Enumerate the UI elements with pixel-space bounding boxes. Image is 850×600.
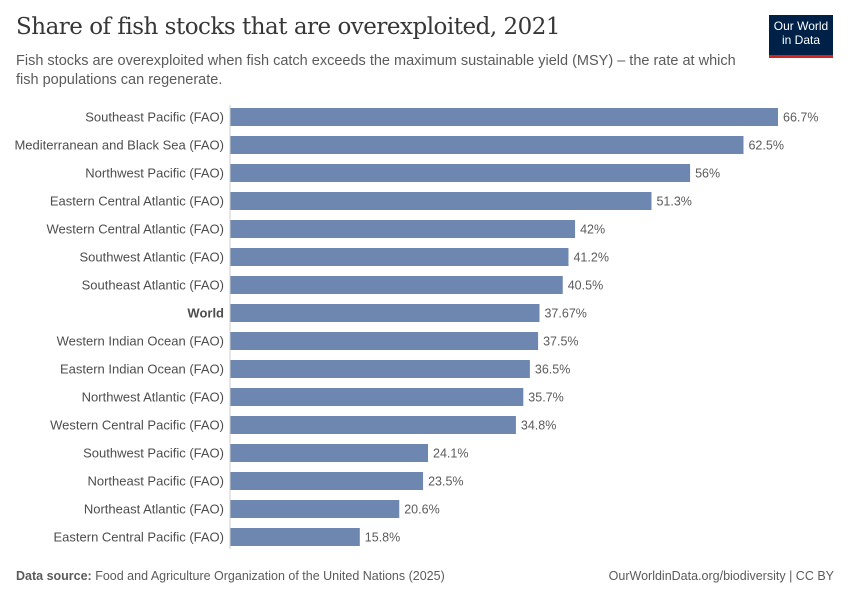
value-label: 34.8% <box>521 419 556 433</box>
category-label: Southeast Pacific (FAO) <box>85 110 224 125</box>
bar <box>230 136 744 154</box>
bar <box>230 416 516 434</box>
value-label: 24.1% <box>433 447 468 461</box>
category-label: Northeast Pacific (FAO) <box>87 474 224 489</box>
bar <box>230 388 524 406</box>
value-label: 20.6% <box>404 503 439 517</box>
bar <box>230 472 424 490</box>
bar <box>230 192 652 210</box>
bar <box>230 360 530 378</box>
bar <box>230 500 400 518</box>
category-label: Northwest Pacific (FAO) <box>85 166 224 181</box>
bar <box>230 248 569 266</box>
value-label: 56% <box>695 167 720 181</box>
category-label: Northeast Atlantic (FAO) <box>84 502 224 517</box>
value-label: 35.7% <box>528 391 563 405</box>
value-label: 66.7% <box>783 111 818 125</box>
value-label: 42% <box>580 223 605 237</box>
bar <box>230 528 360 546</box>
value-label: 37.5% <box>543 335 578 349</box>
owid-logo[interactable]: Our World in Data <box>769 15 833 58</box>
value-label: 41.2% <box>573 251 608 265</box>
category-label: Southwest Atlantic (FAO) <box>79 250 224 265</box>
logo-line-1: Our World <box>773 19 829 33</box>
data-source: Data source: Food and Agriculture Organi… <box>16 569 445 583</box>
category-label: Northwest Atlantic (FAO) <box>82 390 224 405</box>
category-label: Eastern Indian Ocean (FAO) <box>60 362 224 377</box>
category-label: Southwest Pacific (FAO) <box>83 446 224 461</box>
bar <box>230 108 778 126</box>
value-label: 37.67% <box>544 307 586 321</box>
source-text[interactable]: Food and Agriculture Organization of the… <box>95 569 445 583</box>
bar <box>230 304 540 322</box>
category-label: Eastern Central Pacific (FAO) <box>54 530 225 545</box>
category-label: Western Central Pacific (FAO) <box>50 418 224 433</box>
value-label: 62.5% <box>748 139 783 153</box>
credit-link[interactable]: OurWorldinData.org/biodiversity | CC BY <box>608 569 834 583</box>
value-label: 15.8% <box>365 531 400 545</box>
value-label: 40.5% <box>568 279 603 293</box>
bar <box>230 444 429 462</box>
chart-subtitle: Fish stocks are overexploited when fish … <box>16 53 736 88</box>
logo-line-2: in Data <box>781 33 821 47</box>
bar <box>230 164 691 182</box>
bar <box>230 332 539 350</box>
category-label: Mediterranean and Black Sea (FAO) <box>14 138 224 153</box>
chart-title: Share of fish stocks that are overexploi… <box>16 14 561 40</box>
category-label: Southeast Atlantic (FAO) <box>82 278 224 293</box>
category-label: Eastern Central Atlantic (FAO) <box>50 194 224 209</box>
bar <box>230 220 576 238</box>
source-label: Data source: <box>16 569 92 583</box>
value-label: 51.3% <box>656 195 691 209</box>
bar <box>230 276 563 294</box>
category-label: Western Indian Ocean (FAO) <box>57 334 224 349</box>
category-label: Western Central Atlantic (FAO) <box>47 222 225 237</box>
value-label: 36.5% <box>535 363 570 377</box>
value-label: 23.5% <box>428 475 463 489</box>
category-label: World <box>187 306 224 321</box>
